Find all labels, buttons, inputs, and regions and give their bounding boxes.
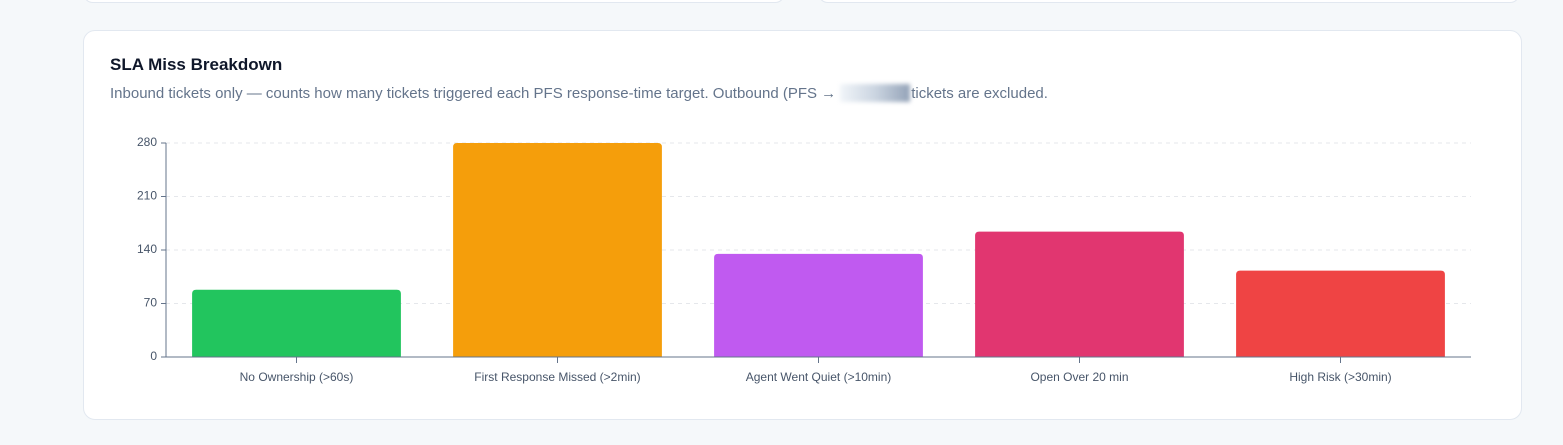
x-tick-label: Agent Went Quiet (>10min) xyxy=(746,370,892,384)
y-tick-label: 210 xyxy=(137,189,157,203)
bar xyxy=(975,231,1184,357)
redaction xyxy=(840,84,911,102)
bar xyxy=(1236,270,1445,357)
bar xyxy=(714,253,923,357)
subtitle-text: tickets are excluded. xyxy=(911,84,1048,102)
y-tick-label: 0 xyxy=(150,349,157,363)
x-tick-label: High Risk (>30min) xyxy=(1289,370,1391,384)
chart-title: SLA Miss Breakdown xyxy=(110,55,283,74)
chart-subtitle: Inbound tickets only — counts how many t… xyxy=(110,84,1048,102)
y-tick-label: 140 xyxy=(137,242,157,256)
x-tick-label: First Response Missed (>2min) xyxy=(474,370,640,384)
x-tick-label: No Ownership (>60s) xyxy=(240,370,354,384)
bar xyxy=(192,289,401,357)
x-tick-label: Open Over 20 min xyxy=(1030,370,1128,384)
y-tick-label: 70 xyxy=(144,296,158,310)
y-tick-label: 280 xyxy=(137,135,157,149)
subtitle-text: Inbound tickets only — counts how many t… xyxy=(110,84,837,102)
bar xyxy=(453,143,662,357)
